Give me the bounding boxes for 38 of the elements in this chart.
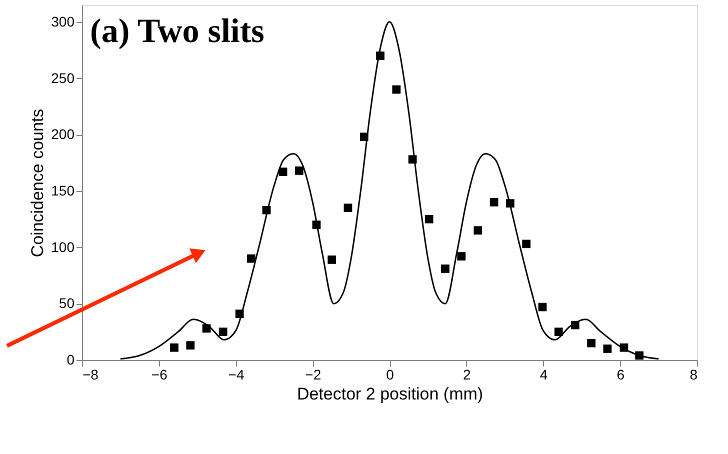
point xyxy=(441,264,450,273)
point xyxy=(538,302,547,312)
x-tick-label: 2 xyxy=(462,366,471,382)
point xyxy=(457,252,466,260)
point xyxy=(278,168,288,176)
y-tick-label: 300 xyxy=(51,13,75,30)
point xyxy=(474,226,482,235)
x-tick-label: −6 xyxy=(151,366,168,382)
y-tick-label: 0 xyxy=(66,352,75,368)
y-axis-title: Coincidence counts xyxy=(28,108,48,258)
y-tick-label: 250 xyxy=(51,70,75,86)
point xyxy=(392,85,401,94)
x-tick-label: 8 xyxy=(690,366,698,382)
point xyxy=(344,204,352,212)
x-axis-title: Detector 2 position (mm) xyxy=(296,384,484,404)
x-tick-label: −2 xyxy=(305,366,322,382)
x-tick-label: 0 xyxy=(386,366,394,382)
point xyxy=(603,344,612,353)
x-tick-label: 6 xyxy=(616,366,625,382)
x-tick-label: 4 xyxy=(540,366,548,382)
point xyxy=(328,256,336,264)
y-tick-label: 50 xyxy=(58,295,75,312)
point xyxy=(554,328,563,336)
point xyxy=(522,240,531,248)
x-tick-label: −8 xyxy=(82,366,99,382)
y-tick-label: 150 xyxy=(51,182,75,198)
point xyxy=(186,341,195,350)
y-tick-label: 200 xyxy=(51,126,75,142)
point xyxy=(170,343,178,352)
x-tick-label: −4 xyxy=(228,366,244,382)
y-tick-label: 100 xyxy=(51,238,75,255)
point xyxy=(218,328,228,336)
point xyxy=(587,338,596,348)
point xyxy=(490,198,498,206)
point xyxy=(294,166,304,175)
annotation: (a) Two slits xyxy=(90,13,264,50)
point xyxy=(246,254,256,263)
point xyxy=(424,214,434,224)
